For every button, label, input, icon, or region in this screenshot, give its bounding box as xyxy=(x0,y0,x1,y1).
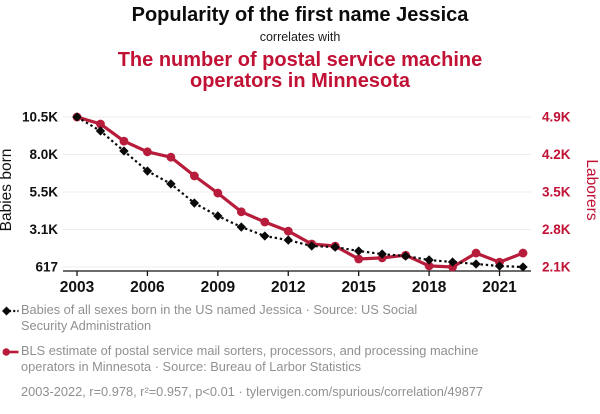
x-tick-label: 2012 xyxy=(271,279,305,296)
circle-marker xyxy=(448,262,457,272)
diamond-marker xyxy=(471,259,481,269)
x-tick-label: 2015 xyxy=(341,279,376,296)
red-title-line-1: The number of postal service machine xyxy=(117,49,483,71)
legend-entry-jessica: Babies of all sexes born in the US named… xyxy=(1,302,600,334)
diamond-marker xyxy=(72,112,82,122)
diamond-marker xyxy=(377,249,387,259)
circle-marker xyxy=(424,261,434,271)
legend: Babies of all sexes born in the US named… xyxy=(1,302,600,400)
diamond-marker xyxy=(236,222,246,232)
line-chart: Babies born Laborers 2003 2006 2009 2012 201… xyxy=(0,110,600,296)
circle-marker xyxy=(96,119,105,129)
diamond-marker xyxy=(518,262,528,272)
circle-marker xyxy=(518,248,528,258)
x-tick-label: 2003 xyxy=(60,279,95,296)
right-tick-label: 3.5K xyxy=(542,185,571,200)
chart-header: Popularity of the first name Jessica cor… xyxy=(0,0,600,92)
circle-marker xyxy=(166,152,176,162)
diamond-marker xyxy=(260,231,270,241)
legend-line: operators in Minnesota · Source: Bureau … xyxy=(21,359,361,374)
chart-area: Babies born Laborers 2003 2006 2009 2012 201… xyxy=(0,103,600,296)
legend-line: BLS estimate of postal service mail sort… xyxy=(21,343,479,358)
circle-marker xyxy=(471,248,481,258)
right-axis-title: Laborers xyxy=(583,159,600,220)
circle-marker xyxy=(189,171,199,181)
right-tick-label: 2.8K xyxy=(542,222,571,237)
page-title: Popularity of the first name Jessica xyxy=(131,4,469,26)
right-tick-label: 2.1K xyxy=(542,260,571,275)
diamond-marker xyxy=(424,255,434,265)
circle-marker xyxy=(213,188,223,198)
right-tick-label: 4.2K xyxy=(542,147,571,162)
x-tick-label: 2006 xyxy=(130,279,165,296)
legend-line: Babies of all sexes born in the US named… xyxy=(21,302,418,317)
left-tick-label: 3.1K xyxy=(29,222,58,237)
stats-and-url-footer: 2003-2022, r=0.978, r²=0.957, p<0.01 · t… xyxy=(21,384,484,399)
left-tick-label: 10.5K xyxy=(22,110,58,125)
diamond-marker xyxy=(307,241,317,251)
legend-entry-laborers: BLS estimate of postal service mail sort… xyxy=(2,343,600,375)
circle-marker xyxy=(283,226,293,236)
diamond-marker xyxy=(400,251,411,261)
red-title-line-2: operators in Minnesota xyxy=(189,70,411,92)
circle-marker xyxy=(119,136,129,146)
circle-marker xyxy=(143,147,152,157)
legend-entry-text: BLS estimate of postal service mail sort… xyxy=(21,343,478,375)
right-tick-label: 4.9K xyxy=(542,110,571,125)
diamond-marker xyxy=(354,246,364,256)
legend-line: Security Administration xyxy=(21,318,152,333)
correlates-with-label: correlates with xyxy=(259,30,341,44)
left-axis-title: Babies born xyxy=(0,149,15,232)
circle-marker xyxy=(354,254,364,264)
diamond-marker xyxy=(330,242,340,252)
x-tick-label: 2009 xyxy=(201,279,236,296)
circle-marker xyxy=(236,207,246,217)
circle-solid-line-icon xyxy=(2,343,21,375)
x-tick-label: 2018 xyxy=(412,279,447,296)
x-tick-label: 2021 xyxy=(482,279,517,296)
legend-entry-text: Babies of all sexes born in the US named… xyxy=(21,302,417,334)
diamond-dotted-line-icon xyxy=(1,302,21,334)
left-tick-label: 5.5K xyxy=(29,185,58,200)
left-tick-label: 8.0K xyxy=(29,147,58,162)
left-tick-label: 617 xyxy=(35,260,58,275)
diamond-marker xyxy=(283,235,293,245)
red-title: The number of postal service machine ope… xyxy=(0,50,600,92)
diamond-marker xyxy=(447,257,458,267)
circle-marker xyxy=(260,217,270,227)
diamond-marker xyxy=(213,211,223,221)
